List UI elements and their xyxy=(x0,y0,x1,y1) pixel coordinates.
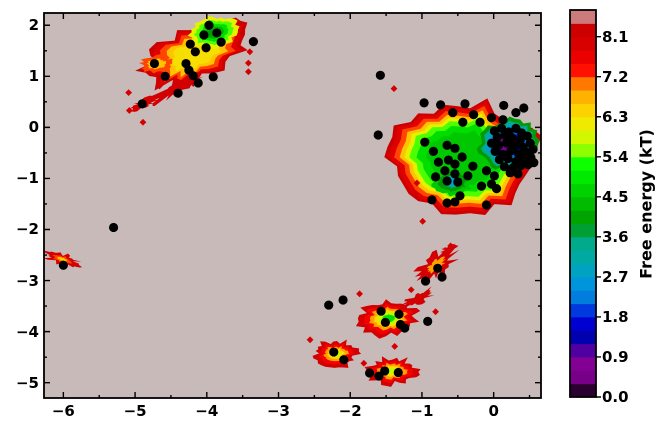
x-tick-label: −5 xyxy=(123,402,147,420)
y-tick-label: 0 xyxy=(28,118,39,137)
y-tick-label: −3 xyxy=(15,271,39,290)
colorbar-tick-label: 8.1 xyxy=(602,27,629,46)
y-tick-label: −4 xyxy=(15,322,39,341)
y-tick-label: 2 xyxy=(28,16,39,35)
colorbar-tick-label: 3.6 xyxy=(602,227,629,246)
x-tick-label: −4 xyxy=(195,402,219,420)
colorbar-axis-label: Free energy (kT) xyxy=(636,129,656,279)
y-tick-label: −5 xyxy=(15,373,39,392)
colorbar-tick-label: 5.4 xyxy=(602,147,629,166)
x-tick-label: −1 xyxy=(410,402,434,420)
x-tick-label: 0 xyxy=(488,402,499,420)
colorbar-tick-label: 6.3 xyxy=(602,107,629,126)
colorbar-tick-label: 0.9 xyxy=(602,347,629,366)
y-tick-label: 1 xyxy=(28,67,39,86)
colorbar-tick-label: 2.7 xyxy=(602,267,629,286)
y-tick-label: −1 xyxy=(15,169,39,188)
colorbar-tick-label: 7.2 xyxy=(602,67,629,86)
colorbar-tick-label: 0.0 xyxy=(602,388,629,406)
colorbar-tick-label: 1.8 xyxy=(602,307,629,326)
x-tick-label: −2 xyxy=(338,402,362,420)
x-tick-label: −6 xyxy=(51,402,75,420)
colorbar-tick-label: 4.5 xyxy=(602,187,629,206)
y-tick-label: −2 xyxy=(15,220,39,239)
x-tick-label: −3 xyxy=(266,402,291,420)
